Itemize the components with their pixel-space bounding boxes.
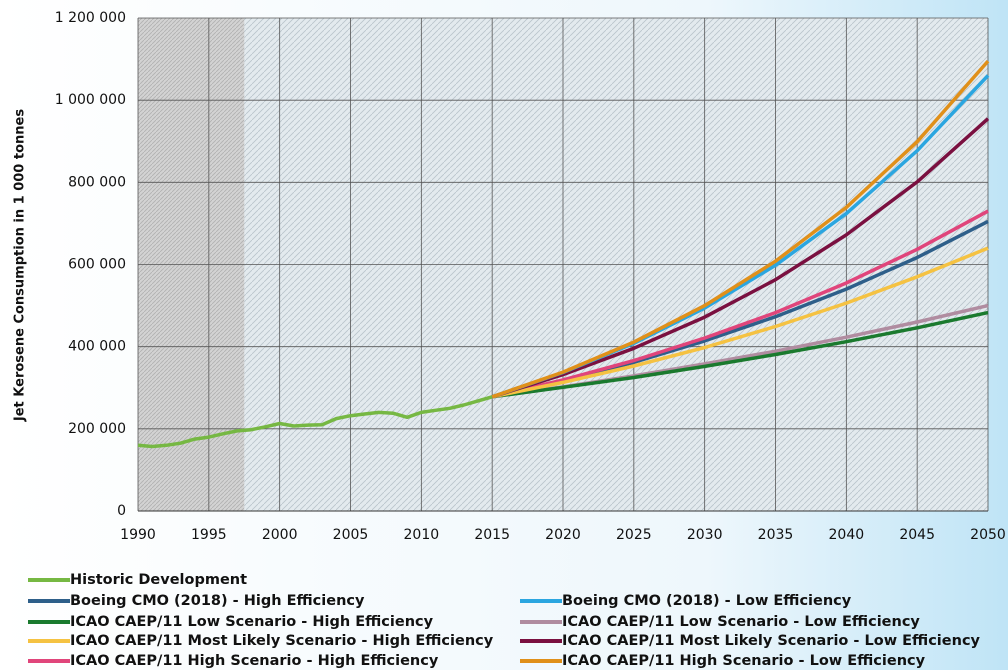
x-tick-label: 2040 <box>829 527 865 543</box>
y-tick-label: 400 000 <box>68 339 126 355</box>
y-tick-label: 1 000 000 <box>55 92 126 108</box>
x-tick-label: 2030 <box>687 527 723 543</box>
series-line <box>491 117 990 399</box>
y-tick-label: 200 000 <box>68 421 126 437</box>
x-tick-label: 2020 <box>545 527 581 543</box>
legend-label: ICAO CAEP/11 High Scenario - Low Efficie… <box>562 653 926 669</box>
x-tick-label: 2050 <box>970 527 1006 543</box>
legend-label: ICAO CAEP/11 Low Scenario - Low Efficien… <box>562 614 920 630</box>
y-tick-label: 600 000 <box>68 257 126 273</box>
y-tick-label: 800 000 <box>68 174 126 190</box>
x-tick-label: 2010 <box>404 527 440 543</box>
x-tick-label: 2005 <box>333 527 369 543</box>
series-line <box>491 209 989 399</box>
x-tick-label: 2000 <box>262 527 298 543</box>
legend-label: ICAO CAEP/11 Most Likely Scenario - Low … <box>562 633 981 649</box>
legend-label: ICAO CAEP/11 Low Scenario - High Efficie… <box>70 614 434 630</box>
legend-label: ICAO CAEP/11 High Scenario - High Effici… <box>70 653 439 669</box>
x-tick-label: 2035 <box>758 527 794 543</box>
x-tick-label: 1990 <box>120 527 156 543</box>
legend-label: Boeing CMO (2018) - Low Efficiency <box>562 593 852 609</box>
x-tick-label: 2025 <box>616 527 652 543</box>
legend-label: ICAO CAEP/11 Most Likely Scenario - High… <box>70 633 494 649</box>
legend-label: Boeing CMO (2018) - High Efficiency <box>70 593 365 609</box>
series-line <box>491 246 989 399</box>
series-line <box>491 310 989 399</box>
x-tick-label: 1995 <box>191 527 227 543</box>
y-tick-label: 1 200 000 <box>55 10 126 26</box>
y-tick-label: 0 <box>117 503 126 519</box>
series-line <box>137 395 493 449</box>
series-line <box>491 59 990 399</box>
x-tick-label: 2015 <box>474 527 510 543</box>
legend-label: Historic Development <box>70 572 247 588</box>
x-tick-label: 2045 <box>899 527 935 543</box>
y-axis-label: Jet Kerosene Consumption in 1 000 tonnes <box>13 109 28 422</box>
